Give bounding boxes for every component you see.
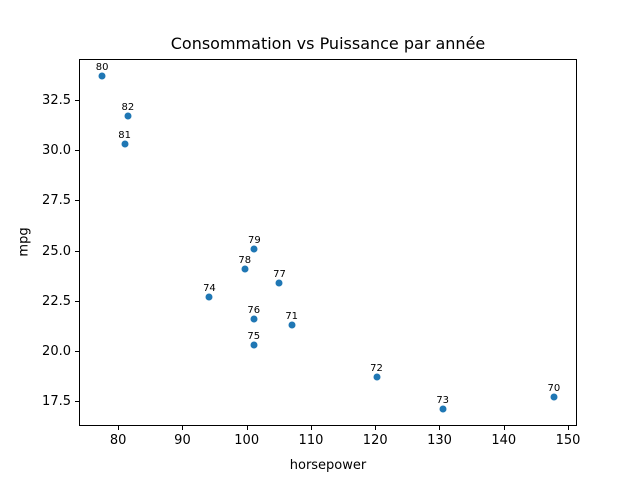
data-point [439,405,447,413]
data-point [205,293,213,301]
x-tick-label: 110 [298,433,324,448]
data-point [98,72,106,80]
x-tick-mark [439,426,441,430]
x-tick-label: 100 [234,433,260,448]
y-tick-label: 27.5 [42,193,71,209]
x-tick-label: 90 [174,433,191,448]
x-tick-mark [375,426,377,430]
y-tick-mark [75,250,79,252]
point-label: 80 [95,62,109,74]
point-label: 73 [436,394,450,406]
data-point [124,112,132,120]
point-label: 82 [121,102,135,114]
y-tick-label: 30.0 [42,143,71,159]
x-tick-label: 80 [109,433,127,448]
y-tick-mark [75,100,79,102]
x-tick-label: 130 [427,433,452,448]
y-tick-mark [75,350,79,352]
point-label: 81 [118,130,131,142]
x-tick-label: 140 [491,433,517,448]
data-point [373,373,380,381]
data-point [241,265,249,273]
y-tick-label: 25.0 [42,243,71,259]
y-tick-label: 22.5 [42,293,71,309]
data-point [550,393,558,401]
y-tick-mark [75,300,79,302]
data-point [288,321,296,329]
x-tick-mark [182,426,184,430]
x-tick-label: 120 [362,433,388,448]
data-point [275,279,283,287]
point-label: 77 [273,268,286,280]
data-point [250,315,258,323]
data-point [250,245,258,253]
x-tick-mark [568,426,569,430]
point-label: 74 [203,282,216,294]
point-label: 79 [248,234,261,246]
data-point [121,140,129,148]
x-tick-mark [310,426,312,430]
y-tick-mark [75,150,79,152]
point-label: 70 [547,382,561,394]
point-label: 78 [238,254,252,266]
x-tick-label: 150 [555,433,581,448]
x-tick-mark [118,426,120,430]
point-label: 76 [247,304,261,316]
x-axis-label: horsepower [289,458,367,473]
plot-area [79,59,577,426]
point-label: 75 [247,330,261,342]
data-point [250,341,258,349]
x-tick-mark [246,426,248,430]
chart-title: Consommation vs Puissance par année [170,34,486,53]
x-tick-mark [503,426,505,430]
point-label: 71 [285,310,299,322]
y-tick-label: 17.5 [42,393,71,409]
y-tick-label: 20.0 [42,343,71,359]
y-tick-mark [75,200,79,202]
y-tick-label: 32.5 [42,93,71,109]
point-label: 72 [370,362,383,374]
y-tick-mark [75,400,79,402]
